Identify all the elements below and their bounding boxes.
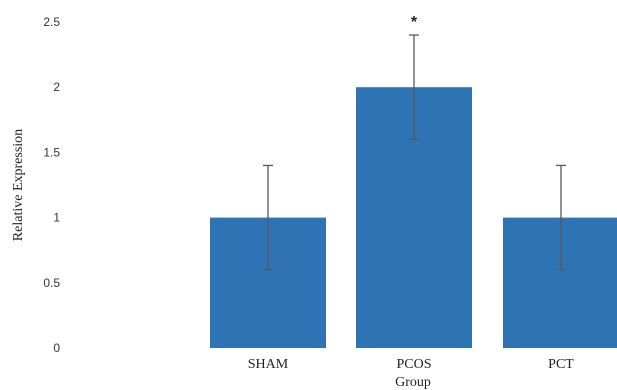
y-tick-label: 0.5 — [43, 276, 60, 290]
y-tick-label: 2 — [53, 80, 60, 94]
y-tick-label: 1.5 — [43, 145, 60, 159]
y-axis-ticks: 0 0.5 1 1.5 2 2.5 — [43, 15, 60, 355]
error-bar-pcos — [409, 34, 419, 141]
bar-pct — [503, 217, 617, 348]
y-tick-label: 2.5 — [43, 15, 60, 29]
y-tick-label: 1 — [53, 211, 60, 225]
x-tick-label-pct: PCT — [548, 357, 574, 372]
x-axis-categories: SHAM PCOS PCT — [248, 357, 575, 372]
x-tick-label-sham: SHAM — [248, 357, 289, 372]
x-tick-label-pcos: PCOS — [396, 357, 431, 372]
x-axis-title: Group — [395, 375, 431, 390]
error-bar-sham — [263, 164, 273, 271]
y-tick-label: 0 — [53, 341, 60, 355]
error-bars — [263, 34, 566, 271]
significance-marker: * — [411, 14, 418, 31]
error-bar-pct — [556, 164, 566, 271]
significance-annotations: * — [411, 14, 418, 31]
y-axis-title: Relative Expression — [11, 129, 26, 241]
